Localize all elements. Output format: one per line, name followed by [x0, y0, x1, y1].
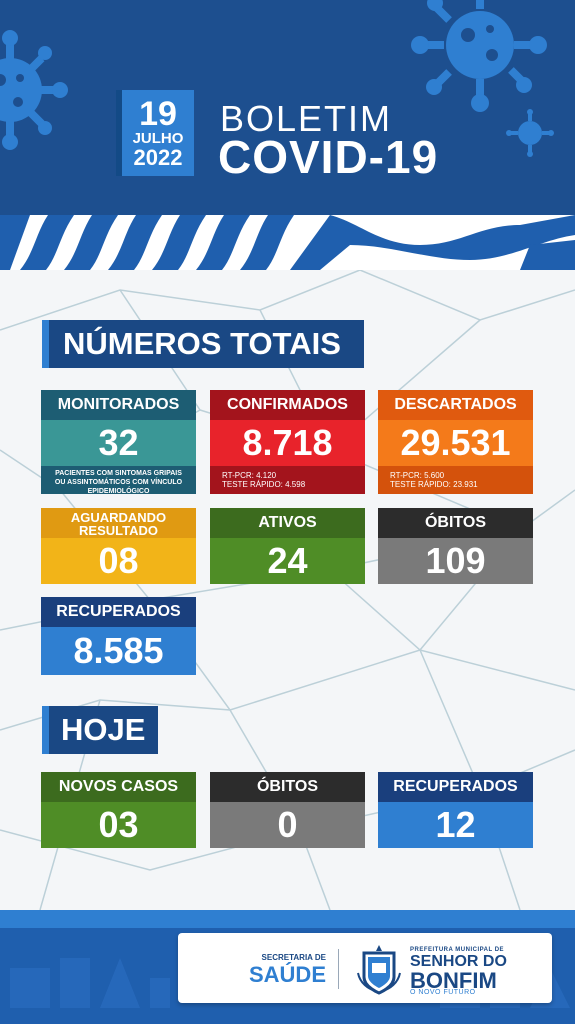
date-year: 2022 [133, 145, 183, 170]
date-month: JULHO [132, 130, 184, 147]
card-label-line2: RESULTADO [79, 523, 158, 538]
card-value: 29.531 [378, 420, 533, 466]
virus-icon [506, 109, 554, 157]
card-label: NOVOS CASOS [41, 772, 196, 802]
secretaria-big-text: SAÚDE [248, 962, 326, 987]
card-hoje-recuperados: RECUPERADOS 12 [378, 772, 533, 848]
virus-icon [411, 0, 547, 112]
card-value: 8.718 [210, 420, 365, 466]
card-note-teste: TESTE RÁPIDO: 4.598 [222, 480, 306, 489]
card-label: ÓBITOS [210, 772, 365, 802]
card-value: 0 [210, 802, 365, 848]
card-label: RECUPERADOS [378, 772, 533, 802]
card-value: 08 [41, 538, 196, 584]
section-title-hoje: HOJE [42, 706, 158, 754]
card-note-teste: TESTE RÁPIDO: 23.931 [390, 480, 478, 489]
card-value: 03 [41, 802, 196, 848]
date-day: 19 [139, 95, 177, 133]
card-descartados: DESCARTADOS 29.531 RT-PCR: 5.600 TESTE R… [378, 390, 533, 494]
card-hoje-novos-casos: NOVOS CASOS 03 [41, 772, 196, 848]
footer-band [0, 910, 575, 928]
title-covid: COVID-19 [218, 131, 439, 183]
date-badge: 19 JULHO 2022 [116, 90, 194, 176]
card-label: MONITORADOS [41, 390, 196, 420]
virus-icon [0, 30, 68, 150]
card-value: 32 [41, 420, 196, 466]
card-label: ÓBITOS [378, 508, 533, 538]
card-value: 24 [210, 538, 365, 584]
header: 19 JULHO 2022 BOLETIM COVID-19 [0, 0, 575, 215]
prefeitura-name-line2: BONFIM [410, 968, 497, 993]
card-label: DESCARTADOS [378, 390, 533, 420]
card-label: RECUPERADOS [41, 597, 196, 627]
secretaria-small-text: SECRETARIA DE [261, 953, 326, 962]
card-aguardando: AGUARDANDO RESULTADO 08 [41, 508, 196, 584]
card-label: ATIVOS [210, 508, 365, 538]
card-note-rtpcr: RT-PCR: 4.120 [222, 471, 277, 480]
card-label-line1: AGUARDANDO [70, 510, 167, 525]
title-boletim: BOLETIM [220, 98, 393, 139]
card-recuperados: RECUPERADOS 8.585 [41, 597, 196, 675]
card-hoje-obitos: ÓBITOS 0 [210, 772, 365, 848]
prefeitura-small-text: PREFEITURA MUNICIPAL DE [410, 947, 505, 953]
section-title-totais: NÚMEROS TOTAIS [42, 320, 364, 368]
wave-stripes [0, 215, 575, 270]
card-value: 109 [378, 538, 533, 584]
card-note-box: RT-PCR: 4.120 TESTE RÁPIDO: 4.598 [210, 466, 365, 494]
card-obitos: ÓBITOS 109 [378, 508, 533, 584]
card-label: AGUARDANDO RESULTADO [41, 508, 196, 538]
prefeitura-tagline: O NOVO FUTURO [410, 989, 476, 996]
card-value: 8.585 [41, 627, 196, 675]
card-monitorados: MONITORADOS 32 PACIENTES COM SINTOMAS GR… [41, 390, 196, 495]
municipal-crest-icon [357, 945, 401, 995]
card-ativos: ATIVOS 24 [210, 508, 365, 584]
card-label: CONFIRMADOS [210, 390, 365, 420]
logo-divider [338, 949, 339, 989]
card-note: PACIENTES COM SINTOMAS GRIPAIS OU ASSINT… [41, 466, 196, 495]
card-note-rtpcr: RT-PCR: 5.600 [390, 471, 445, 480]
card-value: 12 [378, 802, 533, 848]
card-confirmados: CONFIRMADOS 8.718 RT-PCR: 4.120 TESTE RÁ… [210, 390, 365, 494]
prefeitura-name-line1: SENHOR DO [410, 953, 507, 970]
card-note-box: RT-PCR: 5.600 TESTE RÁPIDO: 23.931 [378, 466, 533, 494]
logo-card: SECRETARIA DE SAÚDE PREFEITURA MUNICIPAL… [178, 933, 552, 1003]
